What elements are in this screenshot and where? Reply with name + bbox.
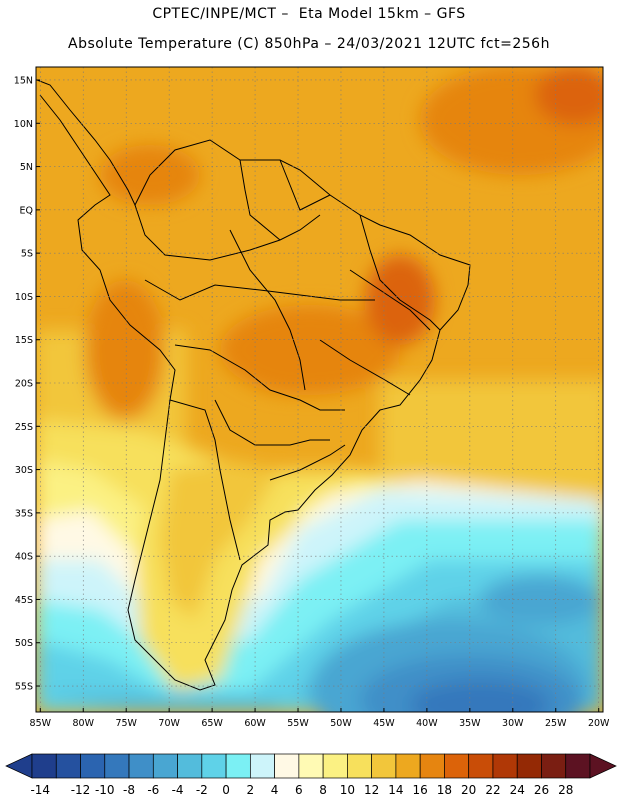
colorbar-segment (298, 753, 324, 779)
lat-tick-label: 45S (15, 595, 33, 606)
temperature-field (36, 67, 603, 712)
colorbar-segment (249, 753, 275, 779)
colorbar-segment (274, 753, 300, 779)
colorbar-segment (419, 753, 445, 779)
lat-tick-label: 5N (20, 162, 33, 173)
colorbar-segment (395, 753, 421, 779)
lat-tick-label: 55S (15, 682, 33, 693)
colorbar-segment (444, 753, 470, 779)
colorbar-segment (468, 753, 494, 779)
colorbar-label: 18 (437, 783, 452, 797)
colorbar-segment (516, 753, 542, 779)
colorbar-label: 4 (271, 783, 279, 797)
colorbar-label: 22 (485, 783, 500, 797)
lat-tick-label: 10S (15, 292, 33, 303)
lon-tick-label: 50W (330, 718, 352, 729)
colorbar-label: 12 (364, 783, 379, 797)
lon-tick-label: 40W (416, 718, 438, 729)
grid-lines (36, 67, 603, 712)
colorbar-label: -6 (147, 783, 159, 797)
lon-tick-label: 60W (244, 718, 266, 729)
colorbar-segment (128, 753, 154, 779)
lon-tick-label: 30W (502, 718, 524, 729)
lon-tick-label: 35W (459, 718, 481, 729)
lat-tick-label: 50S (15, 638, 33, 649)
colorbar-label: -8 (123, 783, 135, 797)
colorbar-label: 24 (510, 783, 525, 797)
colorbar-segment (177, 753, 203, 779)
lat-tick-label: 15S (15, 335, 33, 346)
lon-tick-label: 85W (30, 718, 52, 729)
colorbar-label: -12 (71, 783, 91, 797)
colorbar-segment (31, 753, 57, 779)
lon-tick-label: 55W (287, 718, 309, 729)
colorbar-segment (55, 753, 81, 779)
lat-tick-label: 40S (15, 552, 33, 563)
colorbar-segment (541, 753, 567, 779)
colorbar-segment (201, 753, 227, 779)
colorbar-segment (347, 753, 373, 779)
latitude-axis: 15N 10N 5N EQ 5S 10S 15S 20S 25S 30S 35S 40S 45S 50S 5… (14, 75, 40, 693)
colorbar-segment (80, 753, 106, 779)
colorbar-label: -4 (172, 783, 184, 797)
lat-tick-label: 10N (14, 119, 33, 130)
colorbar-label: 10 (340, 783, 355, 797)
colorbar-segment (322, 753, 348, 779)
colorbar: -14 -12 -10 -8 -6 -4 -2 0 2 4 6 8 10 12 14 16 18 20 22 24 26… (5, 753, 617, 797)
lat-tick-label: 25S (15, 422, 33, 433)
lon-tick-label: 25W (545, 718, 567, 729)
lon-tick-label: 20W (588, 718, 610, 729)
field-contours (36, 67, 603, 712)
colorbar-segment (104, 753, 130, 779)
colorbar-label: 0 (222, 783, 230, 797)
colorbar-segment (225, 753, 251, 779)
colorbar-min-arrow (5, 753, 33, 779)
lat-tick-label: 5S (21, 249, 33, 260)
colorbar-label: -10 (95, 783, 115, 797)
colorbar-label: 2 (247, 783, 255, 797)
lat-tick-label: 30S (15, 465, 33, 476)
lon-tick-label: 80W (73, 718, 95, 729)
colorbar-label: -2 (196, 783, 208, 797)
lon-tick-label: 45W (373, 718, 395, 729)
colorbar-segment (492, 753, 518, 779)
colorbar-label: 16 (413, 783, 428, 797)
coastlines (36, 79, 471, 691)
colorbar-segment (152, 753, 178, 779)
lat-tick-label: 15N (14, 75, 33, 86)
colorbar-label: 28 (558, 783, 573, 797)
lat-tick-label: 20S (15, 379, 33, 390)
colorbar-max-arrow (589, 753, 617, 779)
colorbar-label: 26 (534, 783, 549, 797)
longitude-axis: 85W 80W 75W 70W 65W 60W 55W 50W 45W 40W 35W 30W 25W 2… (30, 708, 610, 729)
colorbar-label: 6 (295, 783, 303, 797)
map-title-line1: CPTEC/INPE/MCT – Eta Model 15km – GFS (152, 6, 466, 22)
lat-tick-label: EQ (20, 205, 33, 216)
plot-frame (35, 66, 604, 713)
lat-tick-label: 35S (15, 508, 33, 519)
map-title-line2: Absolute Temperature (C) 850hPa – 24/03/… (68, 36, 550, 52)
lon-tick-label: 70W (158, 718, 180, 729)
colorbar-segment (565, 753, 591, 779)
colorbar-label: 20 (461, 783, 476, 797)
colorbar-label: -14 (30, 783, 50, 797)
lon-tick-label: 75W (115, 718, 137, 729)
colorbar-label: 14 (388, 783, 403, 797)
lon-tick-label: 65W (201, 718, 223, 729)
colorbar-label: 8 (319, 783, 327, 797)
colorbar-segment (371, 753, 397, 779)
